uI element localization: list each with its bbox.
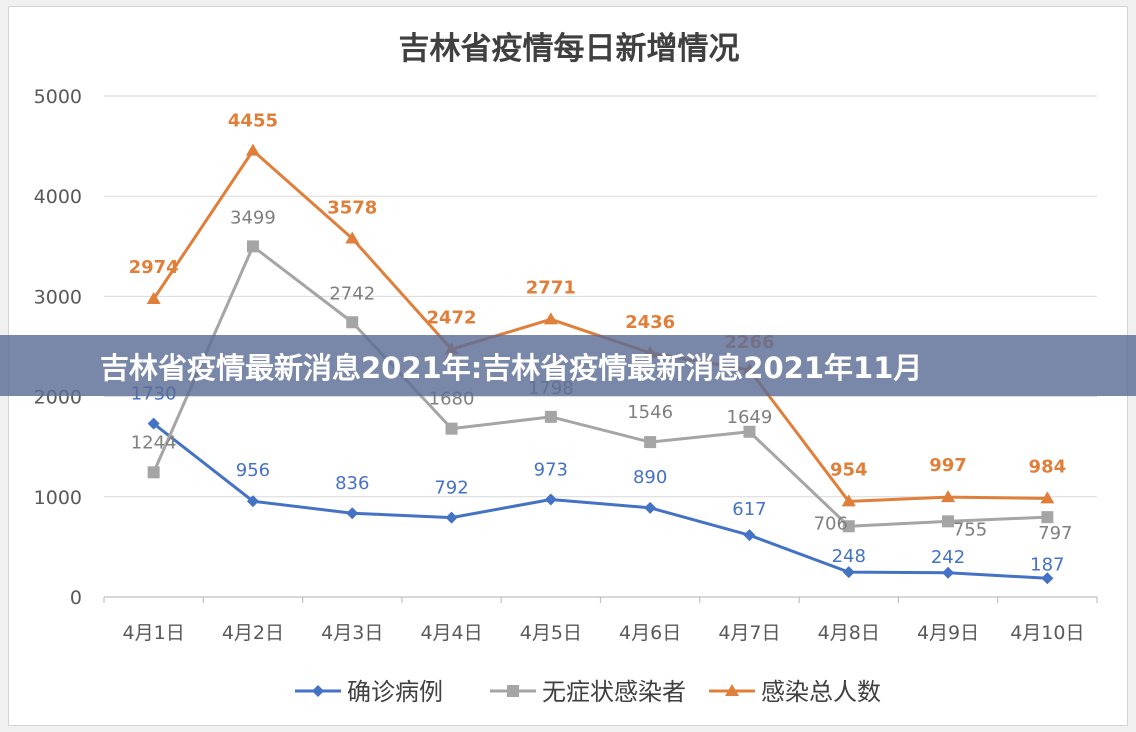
series-line [152, 244, 1048, 528]
series-3 [146, 143, 1055, 507]
y-tick-label: 5000 [34, 86, 82, 108]
series-2 [147, 240, 1054, 533]
data-point [644, 436, 657, 449]
x-tick-label: 4月4日 [420, 622, 482, 644]
data-label: 2974 [129, 257, 179, 278]
x-tick-label: 4月2日 [222, 622, 284, 644]
data-point [842, 520, 855, 533]
data-label: 890 [633, 467, 667, 488]
title-banner: 吉林省疫情最新消息2021年:吉林省疫情最新消息2021年11月 [0, 335, 1136, 396]
data-point [445, 511, 458, 524]
data-point [543, 312, 558, 325]
data-point [842, 566, 855, 579]
data-point [245, 143, 260, 156]
data-label: 617 [732, 499, 766, 520]
banner-text: 吉林省疫情最新消息2021年:吉林省疫情最新消息2021年11月 [100, 350, 923, 385]
data-label: 956 [236, 460, 270, 481]
data-point [246, 495, 259, 508]
data-label: 755 [953, 519, 987, 540]
x-tick-label: 4月1日 [123, 622, 185, 644]
data-point [544, 410, 557, 423]
x-tick-label: 4月5日 [520, 622, 582, 644]
data-point [1041, 511, 1054, 524]
data-label: 3578 [327, 197, 377, 218]
data-point [941, 490, 956, 503]
x-tick-label: 4月6日 [619, 622, 681, 644]
legend: 确诊病例 无症状感染者 感染总人数 [295, 678, 881, 706]
series-line [152, 422, 1048, 580]
data-label: 984 [1029, 456, 1067, 477]
data-point [942, 566, 955, 579]
data-point [246, 240, 259, 253]
data-point [544, 493, 557, 506]
data-label: 1649 [727, 407, 773, 428]
y-tick-label: 4000 [34, 186, 82, 208]
data-point [147, 466, 160, 479]
data-label: 1244 [131, 432, 177, 453]
chart-title: 吉林省疫情每日新增情况 [399, 31, 740, 67]
data-label: 836 [335, 473, 369, 494]
x-tick-label: 4月3日 [321, 622, 383, 644]
data-label: 2436 [625, 312, 675, 333]
series-1 [147, 417, 1054, 585]
data-point [345, 231, 360, 244]
legend-label: 确诊病例 [347, 678, 443, 706]
data-point [346, 507, 359, 520]
data-point [841, 494, 856, 507]
data-label: 2771 [526, 277, 576, 298]
data-label: 3499 [230, 207, 276, 228]
data-label: 706 [814, 513, 848, 534]
legend-label: 无症状感染者 [542, 678, 686, 706]
data-label: 4455 [228, 111, 278, 132]
legend-marker [312, 685, 324, 697]
data-point [644, 501, 657, 514]
data-point [146, 292, 161, 305]
legend-marker [725, 684, 739, 696]
x-tick-label: 4月8日 [818, 622, 880, 644]
data-label: 2742 [329, 283, 375, 304]
gridlines [104, 95, 1097, 498]
data-label: 792 [434, 478, 468, 499]
data-label: 1546 [627, 402, 673, 423]
data-point [445, 422, 458, 435]
data-label: 242 [931, 547, 965, 568]
y-tick-label: 0 [70, 587, 82, 609]
data-point [1040, 491, 1055, 504]
data-label: 997 [929, 455, 967, 476]
data-point [942, 515, 955, 528]
data-point [346, 316, 359, 329]
data-label: 954 [830, 459, 868, 480]
data-label: 973 [534, 460, 568, 481]
data-point [743, 425, 756, 438]
y-tick-label: 1000 [34, 487, 82, 509]
legend-label: 感染总人数 [761, 678, 881, 706]
data-label: 2472 [426, 307, 476, 328]
data-label: 248 [832, 546, 866, 567]
y-tick-label: 3000 [34, 286, 82, 308]
data-point [147, 417, 160, 430]
data-label: 187 [1030, 554, 1064, 575]
x-tick-label: 4月10日 [1010, 622, 1084, 644]
legend-marker [507, 685, 519, 697]
data-label: 797 [1038, 523, 1072, 544]
data-point [743, 529, 756, 542]
x-tick-label: 4月7日 [718, 622, 780, 644]
x-tick-label: 4月9日 [917, 622, 979, 644]
data-point [1041, 572, 1054, 585]
series-lines [146, 143, 1055, 585]
series-line [152, 149, 1048, 503]
